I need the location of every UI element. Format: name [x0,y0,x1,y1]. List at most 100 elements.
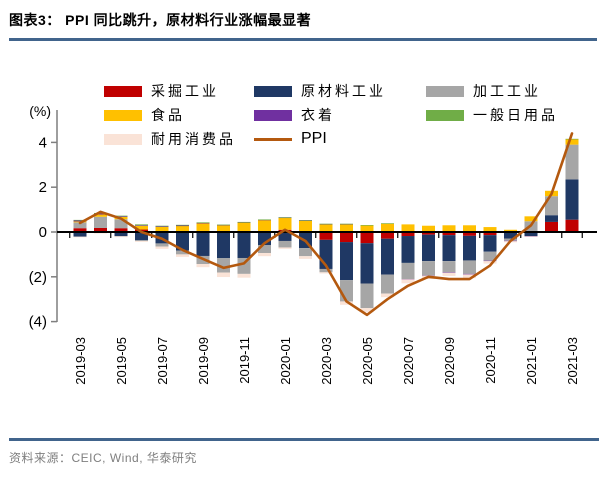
bar-segment-raw-materials [237,232,251,258]
bar-segment-processing [442,261,456,273]
figure-header: 图表3： PPI 同比跳升，原材料行业涨幅最显著 [9,10,597,41]
bar-segment-food [94,214,107,217]
bar-segment-clothing [94,213,107,215]
x-axis [57,231,597,238]
bar-segment-mining [94,227,107,232]
bar-segment-durable-consumer-goods [319,272,333,274]
bar-segment-clothing [463,273,476,275]
bar-segment-food [135,225,148,230]
bar-segment-food [155,226,169,232]
bar-segment-processing [381,274,394,294]
bar-segment-clothing [483,260,497,262]
bar-segment-general-daily-goods [217,224,230,226]
bar-segment-durable-consumer-goods [483,261,497,264]
bar-segment-mining [381,232,394,239]
bar-segment-processing [258,244,271,254]
bar-segment-processing [401,262,415,280]
legend-label-processing: 加工工业 [473,85,541,100]
bar-segment-raw-materials [381,238,394,275]
bar-segment-durable-consumer-goods [442,272,456,276]
bar-segment-food [319,224,333,232]
bar-segment-general-daily-goods [155,225,169,227]
legend-item-food: 食品 [104,104,254,126]
source-label: 资料来源： [9,451,72,465]
bars-group [73,138,579,313]
bar-segment-durable-consumer-goods [73,236,87,238]
legend-label-ppi: PPI [301,130,327,147]
bar-segment-general-daily-goods [114,215,128,217]
legend-swatch-durable-consumer-goods [104,133,142,145]
legend-item-ppi: PPI [254,128,426,150]
bar-segment-mining [73,228,87,232]
bar-segment-clothing [442,272,456,273]
legend-label-clothing: 衣着 [301,109,335,124]
bar-segment-food [565,139,579,145]
x-axis-label: 2019-09 [196,337,211,385]
y-axis-tick-label: 4 [39,134,47,151]
x-axis-label: 2020-11 [483,337,498,384]
bar-segment-raw-materials [504,232,517,239]
bar-segment-general-daily-goods [381,223,394,224]
bar-segment-mining [442,232,456,236]
bar-segment-mining [565,219,579,232]
bar-segment-raw-materials [401,236,415,263]
bar-segment-general-daily-goods [237,221,251,223]
bar-segment-general-daily-goods [135,224,148,226]
bar-segment-general-daily-goods [299,220,312,221]
bar-segment-processing [360,283,374,309]
bar-segment-raw-materials [545,215,558,222]
chart-legend: 采掘工业 原材料工业 加工工业 食品 衣着 一般日用品 耐用消费品 PPI [104,80,606,150]
legend-swatch-ppi [254,137,292,141]
legend-item-raw-materials: 原材料工业 [254,80,426,102]
bar-segment-mining [463,232,476,236]
bar-segment-processing [483,251,497,261]
legend-label-food: 食品 [151,109,185,124]
bar-segment-raw-materials [217,232,230,259]
x-axis-label: 2019-03 [73,337,88,385]
bar-segment-clothing [155,226,169,227]
bar-segment-processing [114,219,128,229]
bar-segment-durable-consumer-goods [94,232,107,234]
bar-segment-processing [319,268,333,273]
bar-segment-food [463,225,476,232]
bar-segment-general-daily-goods [278,217,292,218]
legend-label-raw-materials: 原材料工业 [301,85,386,100]
bar-segment-food [278,217,292,230]
bar-segment-durable-consumer-goods [135,240,148,242]
legend-item-general-daily-goods: 一般日用品 [426,104,606,126]
legend-item-mining: 采掘工业 [104,80,254,102]
bar-segment-processing [73,222,87,229]
bar-segment-mining [319,232,333,240]
bar-segment-processing [155,243,169,247]
legend-swatch-processing [426,85,464,97]
bar-segment-clothing [196,222,210,224]
legend-swatch-food [104,109,142,121]
bar-segment-raw-materials [278,232,292,241]
bar-segment-food [258,219,271,232]
legend-item-clothing: 衣着 [254,104,426,126]
bar-segment-durable-consumer-goods [463,274,476,279]
bar-segment-durable-consumer-goods [381,293,394,298]
bar-segment-processing [176,250,189,255]
bar-segment-general-daily-goods [196,222,210,223]
bar-segment-processing [94,216,107,228]
bar-segment-durable-consumer-goods [340,301,353,305]
bar-segment-mining [483,232,497,236]
bar-segment-clothing [114,216,128,217]
legend-swatch-raw-materials [254,85,292,97]
bar-segment-durable-consumer-goods [524,236,538,237]
x-axis-label: 2019-11 [237,337,252,384]
bar-segment-general-daily-goods [258,219,271,221]
legend-swatch-general-daily-goods [426,109,464,121]
bar-segment-mining [422,232,435,235]
bar-segment-durable-consumer-goods [155,246,169,249]
legend-swatch-clothing [254,109,292,121]
legend-swatch-mining [104,85,142,97]
bar-segment-general-daily-goods [319,223,333,225]
bar-segment-food [483,227,497,232]
bar-segment-general-daily-goods [360,225,374,226]
bar-segment-durable-consumer-goods [114,236,128,238]
bar-segment-raw-materials [524,232,538,237]
bar-segment-raw-materials [196,232,210,256]
